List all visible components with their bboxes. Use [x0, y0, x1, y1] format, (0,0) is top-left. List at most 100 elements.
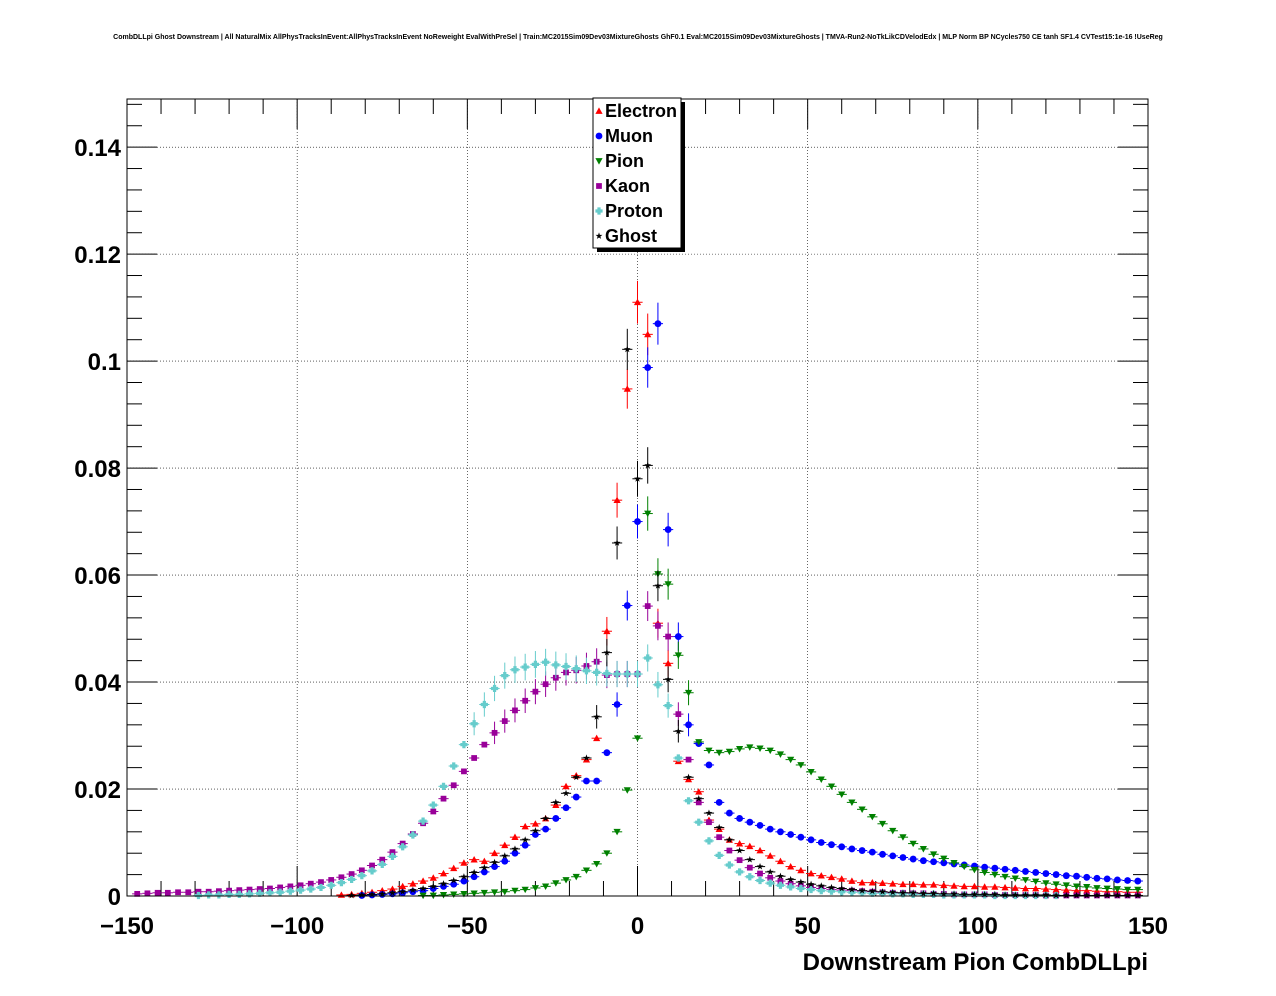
- legend-marker-kaon: [596, 183, 602, 189]
- pion-point: [552, 880, 560, 887]
- legend-label-muon: Muon: [605, 126, 653, 146]
- legend-label-proton: Proton: [605, 201, 663, 221]
- ghost-point: [623, 345, 631, 353]
- electron-point: [450, 864, 458, 872]
- kaon-point: [307, 880, 314, 887]
- x-tick-label: 100: [958, 913, 998, 940]
- electron-point: [684, 775, 693, 783]
- kaon-point: [746, 864, 753, 871]
- kaon-point: [532, 688, 539, 695]
- ghost-point: [572, 773, 580, 781]
- pion-point: [787, 756, 795, 764]
- proton-point: [572, 665, 580, 673]
- ghost-point: [705, 809, 713, 817]
- pion-point: [807, 769, 815, 776]
- ghost-point: [654, 582, 662, 589]
- muon-point: [1124, 877, 1131, 884]
- kaon-point: [379, 856, 386, 863]
- proton-point: [542, 658, 550, 666]
- kaon-point: [297, 882, 304, 889]
- pion-point: [1011, 875, 1019, 882]
- ghost-point: [930, 889, 938, 897]
- electron-point: [838, 875, 846, 882]
- kaon-point: [675, 711, 682, 718]
- x-tick-label: −50: [447, 913, 488, 940]
- pion-point: [1062, 882, 1070, 889]
- kaon-point: [716, 834, 723, 841]
- y-tick-label: 0.14: [74, 135, 121, 162]
- proton-point: [388, 852, 397, 861]
- electron-point: [480, 857, 488, 865]
- ghost-point: [389, 889, 396, 896]
- ghost-point: [501, 852, 509, 859]
- kaon-point: [246, 886, 253, 893]
- ghost-point: [1103, 891, 1111, 899]
- proton-point: [664, 701, 672, 710]
- legend-marker-proton: [595, 207, 603, 215]
- muon-point: [1093, 874, 1101, 882]
- kaon-point: [348, 871, 355, 877]
- muon-point: [940, 859, 948, 867]
- proton-point: [644, 654, 652, 662]
- pion-point: [899, 834, 907, 841]
- pion-point: [1093, 885, 1101, 892]
- x-tick-labels: −150 −100 −50 0 50 100 150: [100, 913, 1168, 940]
- pion-point: [572, 873, 580, 881]
- proton-point: [797, 884, 805, 893]
- kaon-point: [358, 867, 365, 874]
- electron-point: [1062, 886, 1070, 893]
- ghost-point: [480, 864, 488, 871]
- ghost-point: [1113, 891, 1121, 899]
- muon-point: [828, 841, 835, 849]
- kaon-point: [665, 633, 672, 640]
- muon-point: [858, 847, 866, 854]
- proton-point: [235, 890, 243, 898]
- kaon-point: [644, 603, 651, 609]
- proton-point: [450, 762, 458, 770]
- pion-point: [603, 850, 611, 857]
- electron-point: [858, 879, 866, 886]
- pion-point: [705, 747, 713, 755]
- muon-point: [552, 815, 560, 822]
- pion-point: [1052, 881, 1060, 888]
- ghost-point: [787, 875, 795, 883]
- muon-point: [664, 526, 672, 534]
- proton-point: [286, 887, 294, 895]
- pion-point: [878, 820, 887, 828]
- muon-point: [521, 841, 529, 849]
- electron-point: [562, 782, 570, 790]
- pion-point: [1042, 880, 1050, 887]
- ghost-point: [470, 868, 478, 876]
- ghost-point: [695, 795, 703, 802]
- ghost-point: [848, 885, 856, 893]
- muon-point: [930, 858, 938, 866]
- pion-point: [970, 866, 979, 874]
- muon-point: [1011, 866, 1019, 874]
- muon-point: [1134, 877, 1142, 885]
- proton-point: [807, 885, 815, 894]
- pion-point: [623, 787, 631, 794]
- proton-point: [766, 879, 774, 887]
- pion-point: [868, 813, 876, 821]
- electron-point: [929, 881, 938, 888]
- legend-marker-electron: [595, 107, 603, 114]
- muon-point: [644, 364, 652, 371]
- ghost-point: [664, 675, 672, 683]
- y-tick-label: 0.02: [74, 777, 121, 804]
- proton-point: [889, 890, 897, 898]
- kaon-point: [440, 795, 447, 802]
- proton-point: [358, 872, 366, 880]
- ghost-point: [899, 889, 907, 896]
- proton-point: [266, 889, 274, 897]
- proton-point: [296, 886, 305, 894]
- ghost-point: [919, 889, 927, 897]
- ghost-point: [715, 823, 723, 831]
- electron-point: [1042, 885, 1050, 892]
- chart-title: CombDLLpi Ghost Downstream | All Natural…: [113, 34, 1163, 41]
- proton-point: [399, 843, 407, 851]
- ghost-point: [1032, 891, 1040, 898]
- pion-point: [1001, 873, 1009, 881]
- ghost-point: [1134, 891, 1142, 899]
- ghost-point: [552, 798, 560, 806]
- ghost-point: [1042, 891, 1050, 898]
